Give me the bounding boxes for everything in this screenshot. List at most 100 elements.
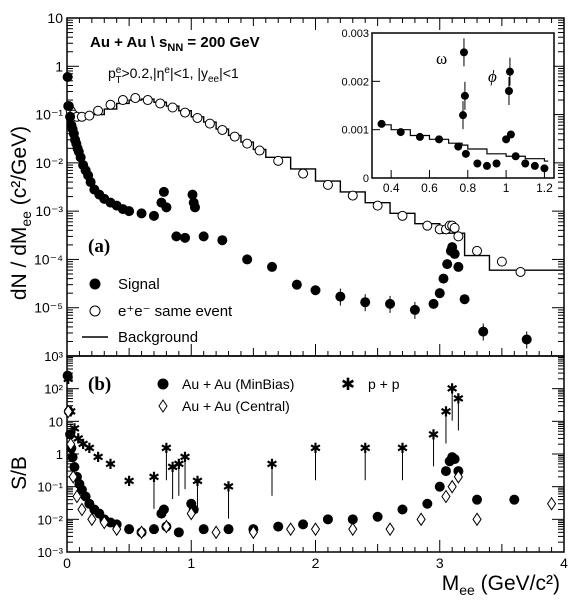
- inset-point: [505, 67, 514, 76]
- signal-point: [180, 232, 191, 243]
- panel-a-ylabel: dN / dMee (c²/GeV): [8, 126, 34, 300]
- minbias-point: [347, 514, 358, 525]
- minbias-point: [65, 429, 76, 440]
- minbias-point: [62, 370, 73, 381]
- panel-b-ylabel: S/B: [8, 456, 31, 490]
- same-event-point: [84, 110, 95, 121]
- central-point: [286, 522, 296, 537]
- same-event-point: [347, 190, 358, 201]
- signal-point: [62, 71, 73, 82]
- minbias-point: [440, 466, 451, 477]
- pp-point: ✱: [310, 440, 322, 456]
- panel-b-y-tick-label: 10³: [44, 349, 63, 364]
- x-tick-label: 0: [63, 555, 71, 571]
- central-point: [211, 525, 221, 540]
- same-event-point: [217, 124, 228, 135]
- minbias-point: [449, 454, 460, 465]
- same-event-point: [229, 131, 240, 142]
- pp-point: ✱: [123, 473, 135, 489]
- central-point: [87, 512, 97, 527]
- signal-point: [136, 208, 147, 219]
- central-series: [63, 404, 557, 540]
- signal-point: [124, 206, 135, 217]
- same-event-point: [372, 200, 383, 211]
- panel-a-y-tick-label: 10⁻⁵: [34, 300, 63, 316]
- same-event-point: [472, 245, 483, 256]
- inset-omega-label: ω: [436, 49, 447, 68]
- panel-b-y-tick-label: 10²: [44, 382, 63, 397]
- panel-b-y-tick-label: 10⁻¹: [37, 480, 63, 495]
- central-point: [453, 469, 463, 484]
- signal-point: [267, 261, 278, 272]
- pp-point: ✱: [105, 456, 117, 472]
- panel-b-y-tick-label: 10: [49, 414, 63, 429]
- pp-point: ✱: [359, 440, 371, 456]
- minbias-point: [173, 527, 184, 538]
- minbias-point: [273, 521, 284, 532]
- inset-point: [521, 159, 530, 168]
- inset-point: [530, 161, 539, 170]
- central-point: [99, 515, 109, 530]
- pp-point: ✱: [69, 421, 81, 437]
- central-point: [348, 522, 358, 537]
- legend-pp-label: p + p: [368, 376, 400, 392]
- inset-point: [461, 149, 470, 158]
- signal-point: [158, 186, 169, 197]
- central-point: [63, 404, 73, 419]
- signal-point: [453, 261, 464, 272]
- minbias-point: [158, 504, 169, 515]
- same-event-point: [105, 99, 116, 110]
- panel-b-y-tick-label: 10⁻³: [37, 545, 63, 560]
- pp-series: ✱✱✱✱✱✱✱✱✱✱✱✱✱✱✱✱✱✱✱✱✱✱✱✱: [62, 371, 464, 519]
- minbias-point: [434, 481, 445, 492]
- same-event-point: [397, 210, 408, 221]
- signal-point: [335, 291, 346, 302]
- inset-point: [504, 87, 513, 95]
- x-tick-label: 4: [560, 555, 568, 571]
- signal-point: [148, 210, 159, 221]
- legend-central-label: Au + Au (Central): [182, 398, 290, 414]
- inset-point: [506, 130, 515, 139]
- signal-point: [449, 248, 460, 259]
- pp-point: ✱: [179, 449, 191, 465]
- inset-plot: 0 0.001 0.002 0.003 0.4 0.6 0.8 1 1.2: [341, 28, 553, 195]
- signal-point: [385, 298, 396, 309]
- pp-point: ✱: [192, 473, 204, 489]
- same-event-point: [422, 220, 433, 231]
- pp-point: ✱: [397, 440, 409, 456]
- same-event-point: [142, 95, 153, 106]
- signal-point: [434, 288, 445, 299]
- same-event-point: [155, 98, 166, 109]
- inset-point: [435, 135, 444, 144]
- cut-annotation: pe T>0.2,|ηe|<1, |yee|<1: [108, 65, 239, 86]
- central-point: [112, 522, 122, 537]
- pp-point: ✱: [77, 436, 89, 452]
- panel-a-y-tick-label: 10⁻¹: [35, 107, 63, 123]
- inset-y-tick-label: 0: [363, 173, 369, 185]
- legend-minbias-label: Au + Au (MinBias): [182, 376, 294, 392]
- central-point: [310, 522, 321, 537]
- pp-point: ✱: [453, 391, 465, 407]
- panel-a-label: (a): [88, 236, 110, 257]
- central-point: [68, 469, 78, 484]
- minbias-point: [422, 498, 433, 509]
- same-event-point: [167, 102, 178, 113]
- signal-point: [478, 326, 489, 337]
- same-event-point: [322, 179, 333, 190]
- same-event-point: [93, 105, 104, 116]
- minbias-point: [397, 504, 408, 515]
- same-event-point: [117, 95, 128, 106]
- minbias-point: [298, 519, 309, 530]
- panel-b-axes: 0 1 2 3 4 10⁻³ 10⁻² 10⁻¹ 1 10 10² 10³: [37, 349, 568, 571]
- inset-point: [511, 152, 520, 161]
- legend-same-event-marker: [89, 305, 101, 317]
- same-event-point: [273, 155, 284, 166]
- pp-point: ✱: [167, 459, 179, 475]
- legend-same-event-label: e⁺e⁻ same event: [118, 303, 233, 320]
- same-event-point: [242, 138, 253, 149]
- pp-point: ✱: [62, 371, 74, 387]
- inset-point: [459, 48, 468, 57]
- inset-x-tick-label: 0.8: [459, 181, 476, 195]
